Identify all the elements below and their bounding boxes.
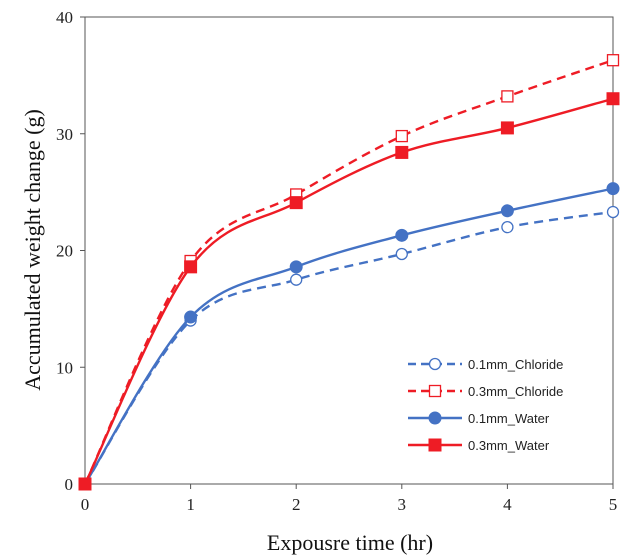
x-tick-label: 0 xyxy=(81,495,90,514)
series-layer xyxy=(78,54,620,491)
data-point xyxy=(500,204,514,218)
data-point xyxy=(606,205,620,219)
y-tick-label: 10 xyxy=(56,358,73,377)
y-axis-label: Accumulated weight change (g) xyxy=(20,109,45,391)
data-point xyxy=(606,182,620,196)
x-tick-label: 1 xyxy=(186,495,195,514)
series-line xyxy=(83,59,614,485)
legend-item: 0.3mm_Water xyxy=(408,438,550,453)
legend-label: 0.1mm_Water xyxy=(468,411,550,426)
data-point xyxy=(606,54,620,67)
data-point xyxy=(184,310,198,324)
legend-item: 0.1mm_Water xyxy=(408,411,550,426)
legend-item: 0.1mm_Chloride xyxy=(408,357,563,372)
data-point xyxy=(78,477,92,491)
data-point xyxy=(500,121,514,135)
y-tick-label: 20 xyxy=(56,242,73,261)
data-point xyxy=(501,90,514,103)
x-tick-label: 4 xyxy=(503,495,512,514)
data-point xyxy=(289,260,303,274)
data-point xyxy=(184,260,198,274)
legend-marker xyxy=(428,357,442,371)
y-axis: 0 10 20 30 40 xyxy=(56,8,85,494)
x-tick-label: 2 xyxy=(292,495,301,514)
data-point xyxy=(289,196,303,210)
legend-marker xyxy=(428,438,442,452)
legend-item: 0.3mm_Chloride xyxy=(408,384,563,399)
data-point xyxy=(501,220,514,234)
data-point xyxy=(606,92,620,106)
data-point xyxy=(395,247,408,261)
legend-marker xyxy=(428,411,442,425)
data-point xyxy=(395,129,408,143)
legend-label: 0.3mm_Water xyxy=(468,438,550,453)
data-point xyxy=(290,273,303,286)
y-tick-label: 40 xyxy=(56,8,73,27)
data-point xyxy=(395,228,409,242)
x-tick-label: 3 xyxy=(398,495,407,514)
x-axis-label: Expousre time (hr) xyxy=(267,530,433,555)
series-line xyxy=(83,97,614,485)
x-tick-label: 5 xyxy=(609,495,618,514)
x-axis: 0 1 2 3 4 5 xyxy=(81,484,618,514)
data-point xyxy=(395,145,409,159)
legend: 0.1mm_Chloride 0.3mm_Chloride 0.1mm_Water 0… xyxy=(408,357,563,453)
y-tick-label: 30 xyxy=(56,125,73,144)
series-0-3mm-water xyxy=(78,92,620,491)
legend-label: 0.1mm_Chloride xyxy=(468,357,563,372)
y-tick-label: 0 xyxy=(65,475,74,494)
legend-label: 0.3mm_Chloride xyxy=(468,384,563,399)
legend-marker xyxy=(428,384,442,398)
